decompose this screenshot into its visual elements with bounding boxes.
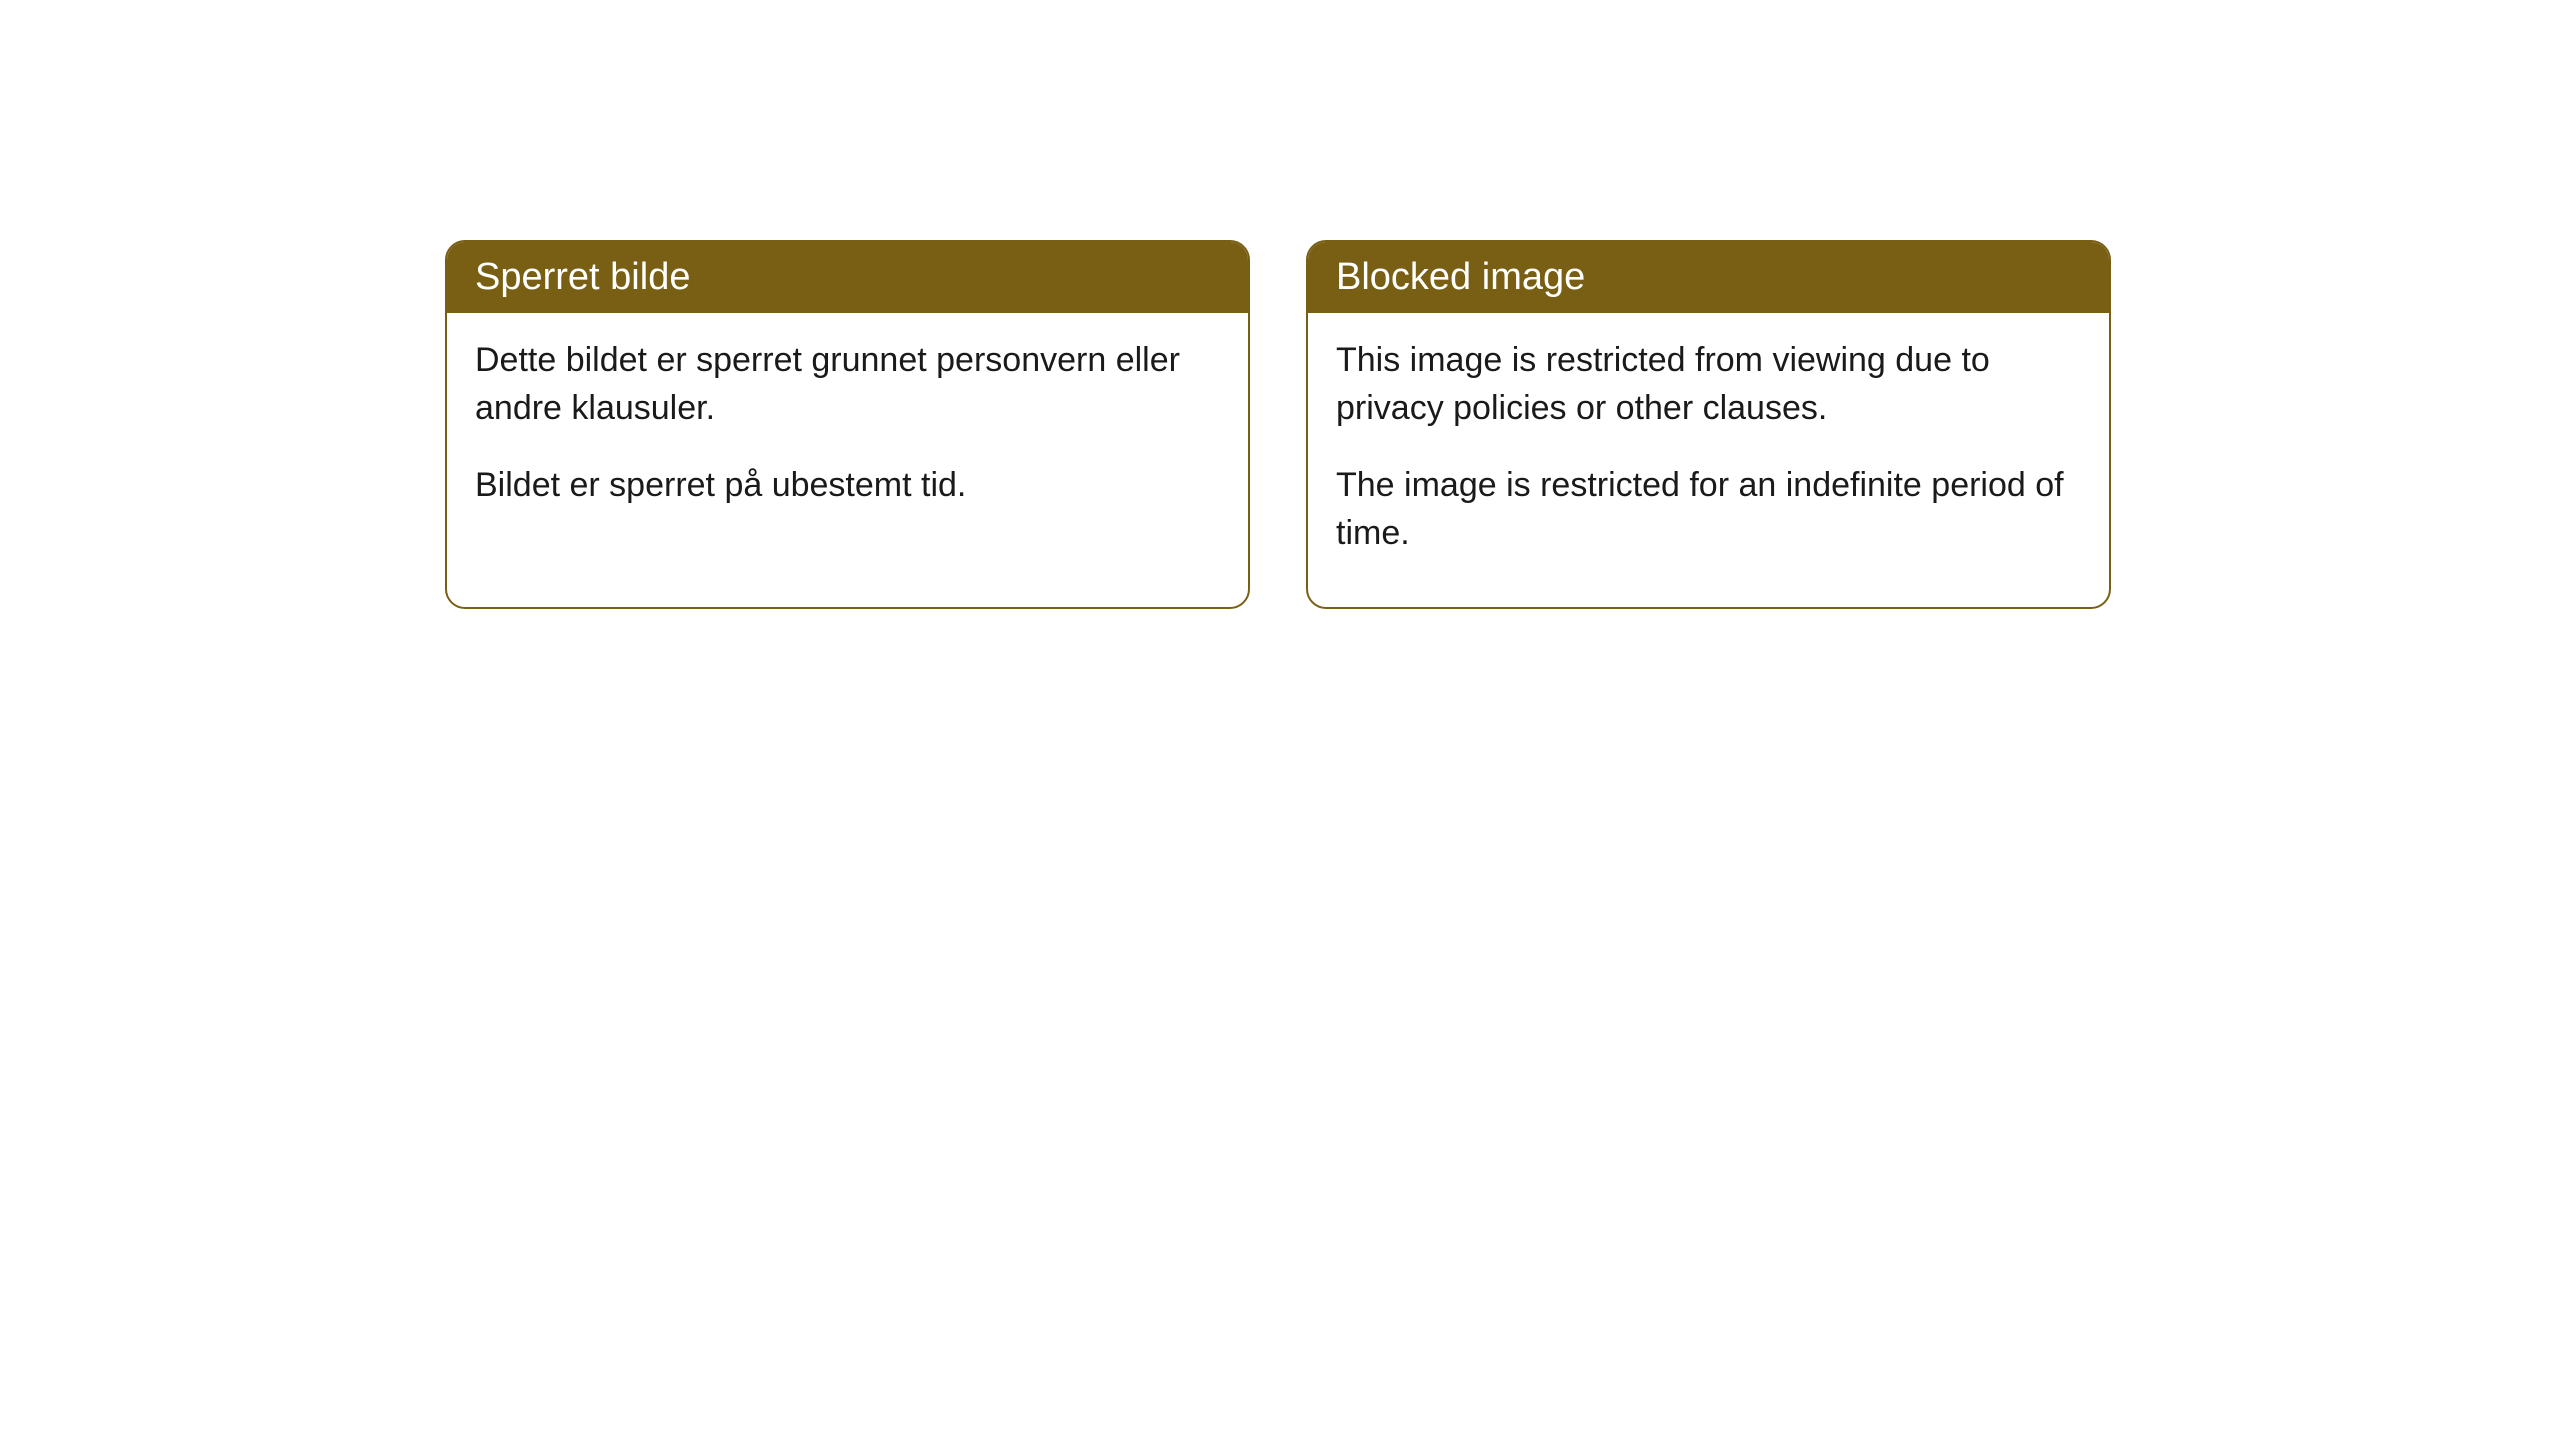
notice-cards-container: Sperret bilde Dette bildet er sperret gr… — [445, 240, 2560, 609]
card-body: This image is restricted from viewing du… — [1308, 313, 2109, 607]
card-header: Blocked image — [1308, 242, 2109, 313]
card-paragraph: This image is restricted from viewing du… — [1336, 337, 2081, 432]
notice-card-english: Blocked image This image is restricted f… — [1306, 240, 2111, 609]
card-title: Sperret bilde — [475, 256, 690, 298]
card-paragraph: Bildet er sperret på ubestemt tid. — [475, 462, 1220, 510]
card-paragraph: The image is restricted for an indefinit… — [1336, 462, 2081, 557]
card-body: Dette bildet er sperret grunnet personve… — [447, 313, 1248, 560]
card-header: Sperret bilde — [447, 242, 1248, 313]
card-title: Blocked image — [1336, 256, 1585, 298]
notice-card-norwegian: Sperret bilde Dette bildet er sperret gr… — [445, 240, 1250, 609]
card-paragraph: Dette bildet er sperret grunnet personve… — [475, 337, 1220, 432]
